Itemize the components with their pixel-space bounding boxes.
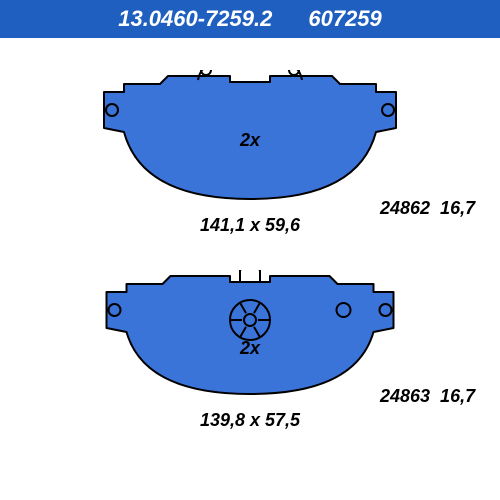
part-code-label: 24862 16,7 <box>380 198 475 219</box>
diagram-stage: 2x 141,1 x 59,6 24862 16,7 2x 139,8 x 57,5 2… <box>0 38 500 500</box>
quantity-label: 2x <box>240 338 260 359</box>
reference-number: 607259 <box>308 6 381 32</box>
brake-pad-bottom <box>103 270 398 400</box>
dimension-label: 139,8 x 57,5 <box>200 410 300 431</box>
dimension-label: 141,1 x 59,6 <box>200 215 300 236</box>
part-code-label: 24863 16,7 <box>380 386 475 407</box>
header-bar: 13.0460-7259.2 607259 <box>0 0 500 38</box>
part-number: 13.0460-7259.2 <box>118 6 272 32</box>
quantity-label: 2x <box>240 130 260 151</box>
